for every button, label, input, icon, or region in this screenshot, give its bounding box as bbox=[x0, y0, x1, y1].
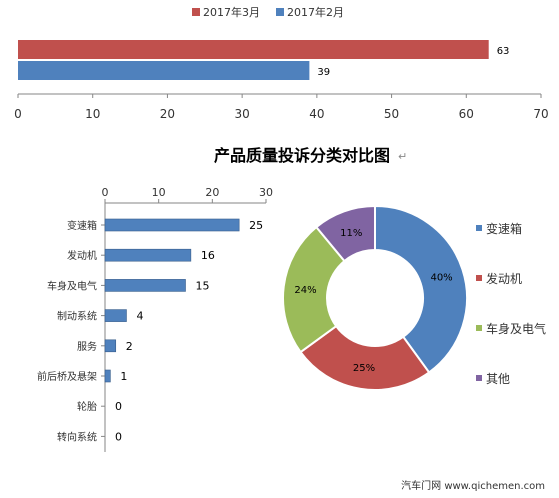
bar bbox=[104, 279, 186, 292]
legend-swatch bbox=[276, 8, 284, 16]
data-label: 2 bbox=[126, 340, 133, 353]
data-label: 0 bbox=[115, 400, 122, 413]
legend-label: 2017年2月 bbox=[287, 5, 344, 19]
tick-label: 10 bbox=[85, 107, 100, 121]
data-label: 0 bbox=[115, 430, 122, 443]
tick-label: 50 bbox=[384, 107, 399, 121]
bar bbox=[104, 309, 127, 322]
tick-label: 20 bbox=[160, 107, 175, 121]
watermark: 汽车门网 www.qichemen.com bbox=[401, 479, 545, 492]
tick-label: 10 bbox=[152, 186, 166, 199]
category-label: 轮胎 bbox=[77, 400, 97, 413]
legend-swatch bbox=[476, 275, 482, 281]
bar bbox=[104, 339, 117, 353]
bars: 63 39 bbox=[18, 40, 509, 80]
slice-label: 24% bbox=[294, 285, 316, 296]
data-label: 1 bbox=[120, 370, 127, 383]
legend-swatch bbox=[476, 375, 482, 381]
legend-label: 变速箱 bbox=[486, 221, 522, 236]
tick-label: 40 bbox=[309, 107, 324, 121]
title-return-mark: ↵ bbox=[398, 150, 407, 163]
bar bbox=[104, 369, 111, 383]
category-label: 发动机 bbox=[67, 249, 97, 262]
bar bbox=[18, 61, 310, 80]
donut-slice bbox=[299, 324, 431, 391]
tick-label: 30 bbox=[259, 186, 273, 199]
data-label: 4 bbox=[136, 310, 143, 323]
category-label: 制动系统 bbox=[57, 310, 97, 323]
category-label: 变速箱 bbox=[67, 219, 97, 232]
category-label: 车身及电气 bbox=[47, 279, 97, 292]
bar bbox=[18, 40, 489, 59]
bar bbox=[104, 248, 192, 262]
tick-label: 60 bbox=[459, 107, 474, 121]
data-label: 63 bbox=[497, 46, 510, 57]
tick-label: 30 bbox=[235, 107, 250, 121]
donut-slices: 40% 25% 24% 11% bbox=[282, 204, 468, 391]
donut-slice bbox=[374, 204, 468, 374]
slice-label: 11% bbox=[340, 228, 362, 239]
legend-label: 其他 bbox=[486, 372, 510, 386]
monthly-comparison-chart: 2017年3月 2017年2月 63 39 0 10 20 30 40 50 60 70 bbox=[14, 5, 548, 121]
legend-label: 发动机 bbox=[486, 271, 522, 286]
data-label: 39 bbox=[317, 67, 330, 78]
data-label: 15 bbox=[196, 279, 210, 292]
tick-label: 0 bbox=[14, 107, 22, 121]
legend-swatch bbox=[476, 225, 482, 231]
category-label: 转向系统 bbox=[57, 430, 97, 443]
data-label: 25 bbox=[249, 219, 263, 232]
x-axis: 0 10 20 30 40 50 60 70 bbox=[14, 93, 549, 121]
donut-slice bbox=[282, 225, 346, 354]
chart-title: 产品质量投诉分类对比图 bbox=[214, 146, 390, 165]
bar bbox=[104, 218, 240, 232]
data-label: 16 bbox=[201, 249, 215, 262]
legend: 2017年3月 2017年2月 bbox=[192, 5, 344, 19]
donut-slice bbox=[314, 204, 376, 263]
bars: 25 16 15 4 2 1 0 0 bbox=[104, 218, 263, 443]
legend-swatch bbox=[476, 325, 482, 331]
category-label: 前后桥及悬架 bbox=[37, 370, 97, 383]
legend-label: 2017年3月 bbox=[203, 5, 260, 19]
slice-label: 40% bbox=[430, 272, 452, 283]
tick-label: 0 bbox=[102, 186, 109, 199]
slice-label: 25% bbox=[353, 363, 375, 374]
category-label: 服务 bbox=[77, 340, 97, 353]
legend-label: 车身及电气 bbox=[486, 321, 546, 336]
tick-label: 70 bbox=[533, 107, 548, 121]
legend-swatch bbox=[192, 8, 200, 16]
tick-label: 20 bbox=[205, 186, 219, 199]
